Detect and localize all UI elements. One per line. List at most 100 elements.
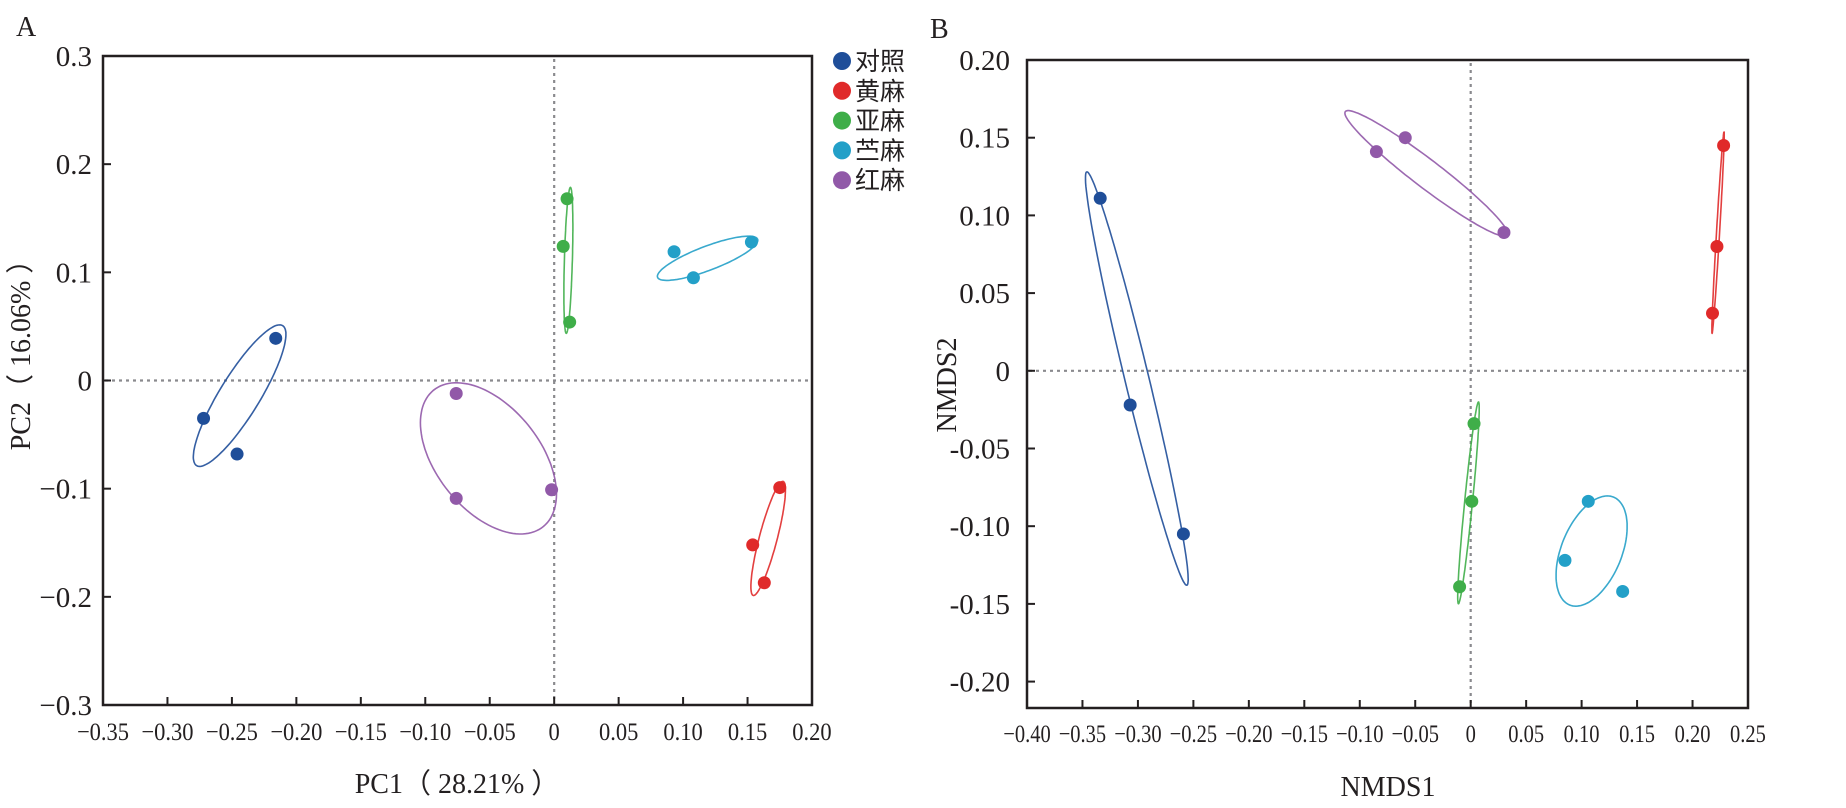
confidence-ellipse (1084, 171, 1190, 587)
data-point (773, 481, 787, 495)
data-point (1706, 306, 1720, 320)
x-tick-label: 0.20 (792, 719, 831, 746)
x-tick-label: −0.15 (1281, 720, 1328, 747)
legend-marker (833, 52, 851, 70)
legend-label: 亚麻 (855, 108, 905, 136)
data-point (1176, 527, 1190, 541)
legend-item: 红麻 (833, 167, 905, 195)
x-tick-label: −0.40 (1003, 720, 1050, 747)
confidence-ellipse (1711, 131, 1725, 335)
x-tick-label: 0 (549, 719, 560, 746)
data-point (1453, 580, 1467, 594)
y-tick-label: -0.20 (950, 667, 1010, 699)
ellipses (192, 186, 787, 597)
x-tick-label: −0.30 (1114, 720, 1161, 747)
data-point (757, 576, 771, 590)
data-point (269, 331, 283, 345)
x-axis-ticks: −0.35 −0.30 −0.25 −0.20 −0.15 −0.10 −0.05 0 0.05… (77, 697, 832, 746)
x-tick-label: −0.05 (1392, 720, 1439, 747)
reference-lines (1029, 63, 1746, 706)
x-tick-label: −0.10 (1336, 720, 1383, 747)
points (197, 192, 787, 590)
y-axis-ticks: 0.3 0.2 0.1 0 −0.1 −0.2 −0.3 (39, 41, 111, 722)
data-point (1497, 225, 1511, 239)
data-point (556, 239, 570, 253)
x-tick-label: 0.20 (1675, 720, 1711, 747)
confidence-ellipse (563, 186, 574, 335)
y-tick-label: 0.10 (959, 200, 1010, 232)
x-tick-label: −0.20 (270, 719, 322, 746)
confidence-ellipse (1555, 495, 1628, 608)
data-point (449, 491, 463, 505)
x-tick-label: −0.25 (1170, 720, 1217, 747)
x-axis-title: NMDS1 (1341, 772, 1436, 803)
legend-marker (833, 171, 851, 190)
data-point (1558, 553, 1572, 567)
data-point (560, 192, 574, 206)
data-point (1465, 494, 1479, 508)
legend-marker (833, 81, 851, 100)
y-tick-label: -0.10 (950, 511, 1010, 543)
reference-lines (105, 59, 810, 703)
plot-frame (1025, 58, 1750, 710)
data-point (1093, 191, 1107, 205)
x-tick-label: 0.10 (663, 719, 702, 746)
panel-a-label: A (16, 12, 37, 43)
confidence-ellipse (192, 324, 287, 468)
confidence-ellipse (1344, 109, 1509, 238)
panel-b-nmds-plot: B −0.40 −0.35 −0.30 −0.25 −0.20 −0.15 −0.10 −0.… (930, 14, 1766, 803)
x-tick-label: −0.05 (464, 719, 516, 746)
data-point (1581, 494, 1595, 508)
y-tick-label: -0.05 (950, 433, 1010, 465)
x-tick-label: −0.35 (77, 719, 129, 746)
legend-item: 苎麻 (833, 137, 905, 165)
x-tick-label: 0.05 (1508, 720, 1544, 747)
data-point (744, 235, 758, 249)
data-point (1369, 145, 1383, 159)
confidence-ellipse (1456, 401, 1480, 605)
legend-marker (833, 111, 851, 130)
y-tick-label: −0.2 (39, 582, 92, 614)
x-tick-label: −0.35 (1059, 720, 1106, 747)
x-tick-label: 0.15 (728, 719, 767, 746)
data-point (746, 538, 760, 552)
x-axis-title: PC1（ 28.21% ） (355, 768, 560, 800)
data-point (230, 447, 244, 461)
confidence-ellipse (656, 235, 759, 282)
points (1093, 131, 1731, 598)
x-tick-label: 0.15 (1619, 720, 1655, 747)
data-point (197, 411, 211, 425)
legend-item: 黄麻 (833, 78, 905, 106)
confidence-ellipse (419, 382, 558, 535)
y-tick-label: 0 (78, 366, 93, 398)
x-axis-ticks: −0.40 −0.35 −0.30 −0.25 −0.20 −0.15 −0.10 −0.05… (1003, 700, 1766, 747)
y-axis-title: PC2（ 16.06% ） (5, 246, 37, 451)
legend-item: 对照 (833, 48, 905, 76)
x-tick-label: 0.10 (1564, 720, 1600, 747)
x-tick-label: −0.10 (399, 719, 451, 746)
data-point (1710, 239, 1724, 253)
y-tick-label: 0.3 (56, 41, 92, 73)
x-tick-label: 0.05 (599, 719, 638, 746)
x-tick-label: 0.25 (1730, 720, 1766, 747)
legend-item: 亚麻 (833, 108, 905, 136)
data-point (686, 271, 700, 285)
data-point (667, 245, 681, 259)
data-point (1616, 584, 1630, 598)
ellipses (1084, 109, 1725, 608)
confidence-ellipse (750, 480, 787, 597)
x-tick-label: −0.20 (1225, 720, 1272, 747)
y-tick-label: 0.20 (959, 45, 1010, 77)
data-point (563, 315, 577, 329)
legend-label: 苎麻 (855, 137, 905, 165)
data-point (545, 483, 559, 497)
legend-label: 红麻 (855, 167, 905, 195)
x-tick-label: 0 (1466, 720, 1476, 747)
data-point (1467, 417, 1481, 431)
y-tick-label: −0.3 (39, 690, 92, 722)
x-tick-label: −0.30 (141, 719, 193, 746)
data-point (1398, 131, 1412, 145)
legend-label: 对照 (855, 48, 905, 76)
